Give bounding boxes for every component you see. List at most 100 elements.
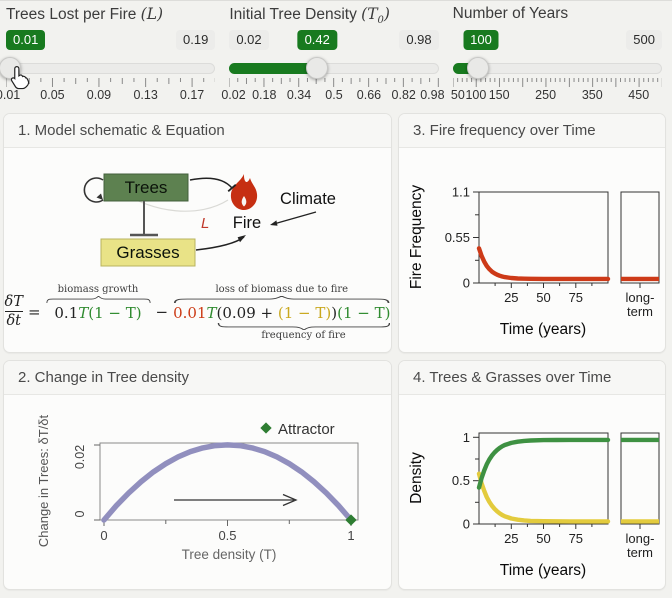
slider-scale bbox=[6, 78, 216, 87]
y-tick: 0.55 bbox=[445, 230, 470, 245]
tree-density-change-chart: Change in Trees: δT/δt 0.02 0 0 0.5 1 Tr… bbox=[36, 414, 359, 562]
direction-arrowhead bbox=[282, 493, 298, 507]
fire-label: Fire bbox=[233, 214, 261, 232]
trees-self-loop-arrow bbox=[83, 177, 104, 203]
y-tick: 0 bbox=[463, 276, 470, 291]
min-badge: 0.02 bbox=[229, 30, 269, 50]
trees-self-loop-arrowhead bbox=[96, 193, 103, 200]
panel-title: 4. Trees & Grasses over Time bbox=[399, 361, 665, 395]
y-tick: 1 bbox=[463, 430, 470, 445]
slider-title: Number of Years bbox=[452, 5, 569, 22]
slider-scale bbox=[229, 78, 439, 87]
longterm-axes-frame bbox=[620, 191, 660, 284]
trees-curve bbox=[476, 437, 611, 490]
fire-frequency-subterm: (0.09 + (1 − T))(1 − T) frequency of fir… bbox=[216, 304, 391, 341]
x-axis-label: Tree density (T) bbox=[182, 547, 277, 562]
longterm-label-line1: long- bbox=[626, 290, 655, 305]
slider-fill bbox=[229, 63, 318, 74]
max-badge: 0.19 bbox=[176, 30, 216, 50]
value-badge: 0.01 bbox=[6, 30, 46, 50]
x-tick: 25 bbox=[504, 531, 518, 546]
panel-title: 3. Fire frequency over Time bbox=[399, 114, 665, 148]
growth-term: biomass growth 0.1T(1 − T) bbox=[45, 281, 151, 342]
slider-track-area[interactable] bbox=[452, 57, 662, 81]
slider-number-of-years: Number of Years 100 500 50 100 150 250 3… bbox=[450, 5, 662, 104]
model-schematic-diagram: Trees Grasses Fire Climate bbox=[83, 173, 336, 267]
loss-parameter-label: L bbox=[201, 215, 209, 232]
trees-to-fire-link bbox=[189, 177, 233, 189]
panel-title: 1. Model schematic & Equation bbox=[4, 114, 391, 148]
trees-label: Trees bbox=[125, 178, 168, 197]
attractor-legend-marker-icon bbox=[260, 422, 272, 434]
climate-arrowhead bbox=[270, 220, 278, 226]
grasses-label: Grasses bbox=[116, 243, 179, 262]
x-tick: 50 bbox=[536, 531, 550, 546]
slider-title: Initial Tree Density (T0) bbox=[229, 5, 390, 27]
y-tick: 0.5 bbox=[452, 473, 470, 488]
y-tick: 0 bbox=[73, 510, 87, 517]
panel-title: 2. Change in Tree density bbox=[4, 361, 391, 395]
model-equation: δT δt = biomass growth 0.1T(1 − T) − bbox=[4, 281, 391, 342]
x-tick: 75 bbox=[569, 531, 583, 546]
slider-scale bbox=[452, 78, 662, 87]
trees-node bbox=[103, 173, 189, 202]
loss-term: loss of biomass due to fire 0.01 T (0.09 … bbox=[173, 284, 391, 341]
grasses-node bbox=[100, 238, 196, 267]
panel-change-in-tree-density: 2. Change in Tree density Change in Tree… bbox=[3, 360, 392, 590]
longterm-label-line1: long- bbox=[626, 531, 655, 546]
longterm-axes-frame bbox=[620, 432, 660, 525]
x-axis-label: Time (years) bbox=[500, 562, 586, 579]
fire-icon bbox=[230, 174, 258, 210]
slider-scale-labels: 50 100 150 250 350 450 bbox=[450, 88, 650, 102]
max-badge: 500 bbox=[626, 30, 662, 50]
x-tick: 75 bbox=[569, 290, 583, 305]
slider-trees-lost-per-fire: Trees Lost per Fire (L) 0.01 0.19 0.01 0… bbox=[0, 5, 216, 104]
trees-grasses-chart: Density 1 0.5 0 25 50 75 long- bbox=[408, 430, 660, 579]
panel-model-schematic: 1. Model schematic & Equation Trees Gras… bbox=[3, 113, 392, 353]
slider-track-area[interactable] bbox=[0, 57, 216, 90]
y-tick: 0.02 bbox=[73, 445, 87, 469]
attractor-legend-label: Attractor bbox=[278, 421, 335, 438]
slider-fill bbox=[452, 63, 480, 74]
y-axis-label: Change in Trees: δT/δt bbox=[36, 414, 51, 547]
x-tick: 0 bbox=[100, 528, 107, 543]
panel-fire-frequency: 3. Fire frequency over Time Fire Frequen… bbox=[398, 113, 666, 353]
derivative-fraction: δT δt bbox=[4, 294, 23, 329]
slider-handle[interactable] bbox=[0, 57, 22, 79]
grasses-to-fire-link bbox=[195, 236, 245, 251]
value-badge: 0.42 bbox=[297, 30, 337, 50]
grasses-curve bbox=[476, 471, 611, 524]
x-tick: 25 bbox=[504, 290, 518, 305]
fire-frequency-curve bbox=[476, 246, 611, 282]
climate-to-fire-arrow bbox=[271, 211, 317, 226]
x-tick: 50 bbox=[536, 290, 550, 305]
panel-grid: 1. Model schematic & Equation Trees Gras… bbox=[0, 113, 672, 590]
x-tick: 0.5 bbox=[218, 528, 236, 543]
max-badge: 0.98 bbox=[399, 30, 439, 50]
slider-title: Trees Lost per Fire (L) bbox=[6, 5, 164, 23]
y-tick: 0 bbox=[463, 517, 470, 532]
trees-fire-inhibition-bar bbox=[227, 184, 237, 192]
slider-scale-labels: 0.01 0.05 0.09 0.13 0.17 bbox=[0, 88, 205, 102]
y-axis-label: Fire Frequency bbox=[408, 185, 425, 289]
slider-initial-tree-density: Initial Tree Density (T0) 0.02 0.42 0.98… bbox=[221, 5, 445, 104]
slider-handle[interactable] bbox=[466, 57, 489, 79]
x-tick: 1 bbox=[347, 528, 354, 543]
longterm-label-line2: term bbox=[627, 545, 653, 560]
slider-scale-labels: 0.02 0.18 0.34 0.5 0.66 0.82 0.98 bbox=[221, 88, 445, 102]
slider-track-area[interactable] bbox=[229, 57, 439, 81]
slider-handle[interactable] bbox=[306, 57, 329, 79]
slider-track[interactable] bbox=[6, 63, 216, 74]
main-axes-frame bbox=[478, 191, 609, 284]
longterm-label-line2: term bbox=[627, 304, 653, 319]
fire-icon-inner bbox=[241, 196, 247, 207]
climate-label: Climate bbox=[280, 190, 336, 208]
controls-row: Trees Lost per Fire (L) 0.01 0.19 0.01 0… bbox=[0, 1, 672, 104]
value-badge: 100 bbox=[463, 30, 499, 50]
dtdt-curve bbox=[101, 442, 354, 523]
y-tick: 1.1 bbox=[452, 185, 470, 200]
panel-trees-grasses: 4. Trees & Grasses over Time Density 1 0… bbox=[398, 360, 666, 590]
y-axis-label: Density bbox=[408, 452, 425, 504]
grasses-fire-arrowhead bbox=[237, 235, 246, 243]
x-axis-label: Time (years) bbox=[500, 321, 586, 338]
